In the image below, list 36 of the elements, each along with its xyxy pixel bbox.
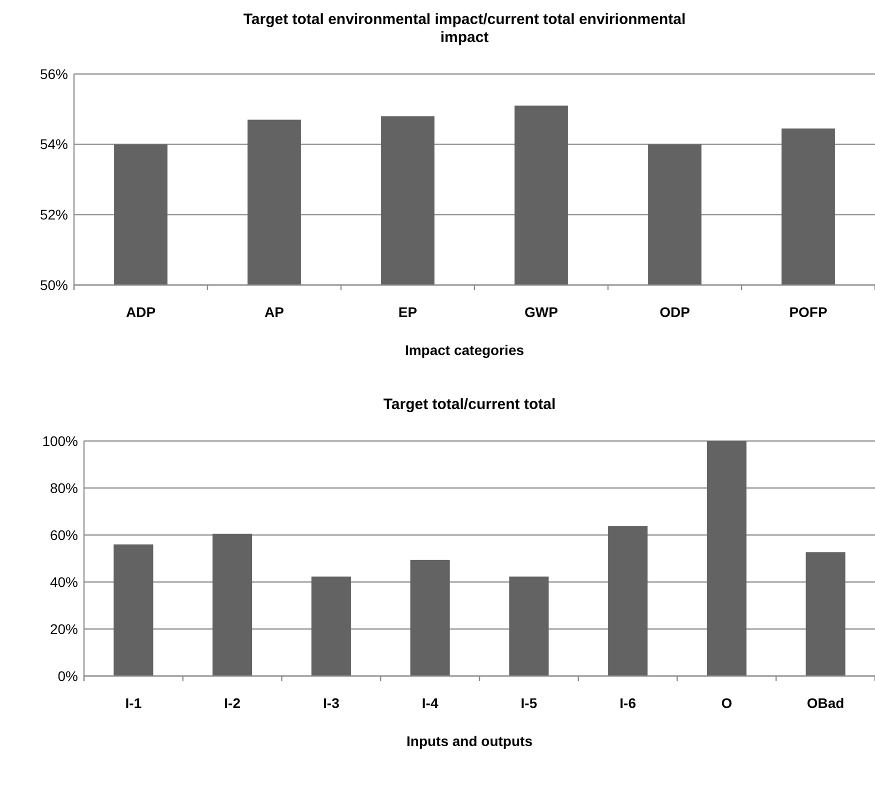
y-tick-label: 54% [40, 136, 68, 152]
y-tick-label: 20% [50, 620, 78, 637]
x-axis-title: Impact categories [404, 342, 524, 358]
bar [806, 552, 846, 676]
bar [212, 534, 252, 676]
x-tick-label: I-3 [323, 695, 340, 711]
y-tick-label: 100% [42, 432, 78, 449]
x-tick-label: AP [264, 304, 284, 320]
x-tick-label: GWP [524, 304, 558, 320]
bar [706, 441, 746, 676]
bar [608, 526, 648, 676]
x-tick-label: I-6 [620, 695, 636, 711]
bar [410, 560, 450, 676]
x-tick-label: I-1 [125, 695, 142, 711]
bar [311, 576, 351, 676]
x-axis-title: Inputs and outputs [406, 733, 533, 749]
bar [509, 576, 549, 676]
chart-title: Target total environmental impact/current total envirionmental impact [243, 11, 686, 46]
x-tick-label: ADP [126, 304, 156, 320]
x-tick-label: POFP [789, 304, 828, 320]
y-tick-label: 80% [50, 480, 78, 496]
x-tick-label: I-5 [520, 695, 538, 711]
y-tick-label: 52% [40, 206, 68, 223]
y-tick-label: 50% [40, 276, 68, 293]
x-tick-label: ODP [660, 304, 690, 320]
x-tick-label: OBad [806, 695, 844, 711]
x-tick-label: I-2 [224, 695, 241, 711]
x-tick-label: I-4 [422, 695, 438, 711]
x-tick-label: O [721, 695, 732, 711]
y-tick-label: 60% [50, 526, 78, 543]
y-tick-label: 0% [58, 668, 78, 684]
x-tick-label: EP [398, 304, 418, 320]
y-tick-label: 56% [40, 66, 68, 82]
y-tick-label: 40% [50, 574, 78, 590]
bar [114, 544, 154, 676]
chart-title: Target total/current total [383, 396, 556, 413]
